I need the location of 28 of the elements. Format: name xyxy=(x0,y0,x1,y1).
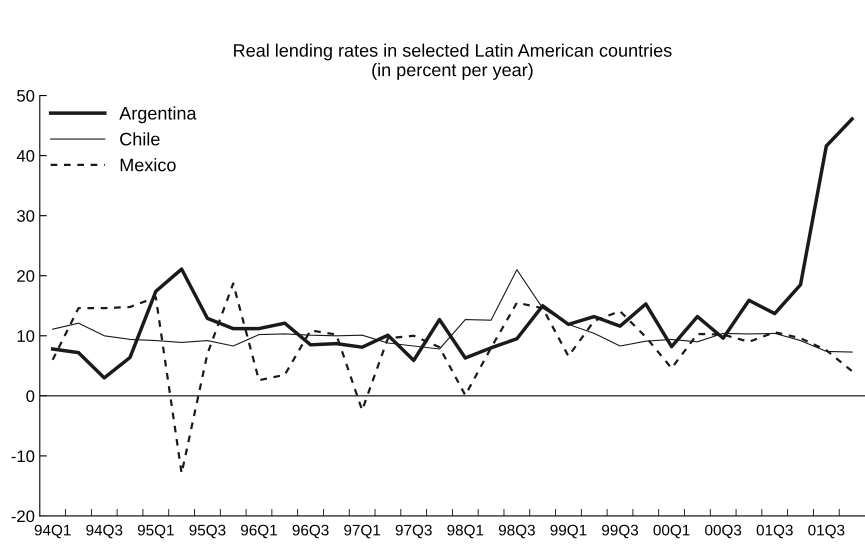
x-tick-label: 94Q1 xyxy=(34,524,71,538)
legend-label: Mexico xyxy=(120,158,176,172)
y-tick-label: 10 xyxy=(18,330,34,342)
y-tick-label: 40 xyxy=(16,150,34,162)
x-tick-label: 96Q1 xyxy=(241,524,277,538)
x-tick-label: 96Q3 xyxy=(292,524,329,538)
x-tick-label: 00Q3 xyxy=(705,524,742,538)
x-tick-label: 97Q1 xyxy=(344,524,380,538)
y-tick-label: -20 xyxy=(12,510,34,522)
x-tick-label: 95Q3 xyxy=(189,524,226,538)
legend-label: Chile xyxy=(120,132,160,146)
x-tick-label: 98Q3 xyxy=(498,524,535,538)
x-tick-label: 98Q1 xyxy=(447,524,484,538)
x-tick-label: 99Q3 xyxy=(602,524,638,538)
x-tick-label: 95Q1 xyxy=(138,524,174,538)
chart-title: Real lending rates in selected Latin American countries (in percent per year) xyxy=(234,44,672,80)
x-tick-label: 01Q3 xyxy=(756,524,793,538)
y-tick-label: 30 xyxy=(17,210,34,222)
x-tick-label: 01Q3 xyxy=(808,524,844,538)
y-tick-label: 20 xyxy=(17,270,34,282)
x-tick-label: 99Q1 xyxy=(550,524,586,538)
y-tick-label: 0 xyxy=(26,390,34,402)
x-tick-label: 00Q1 xyxy=(654,524,690,538)
x-tick-label: 94Q3 xyxy=(86,524,122,538)
legend-label: Argentina xyxy=(119,106,197,124)
x-tick-label: 97Q3 xyxy=(396,524,432,538)
y-tick-label: -10 xyxy=(12,450,34,462)
y-tick-label: 50 xyxy=(17,90,34,102)
